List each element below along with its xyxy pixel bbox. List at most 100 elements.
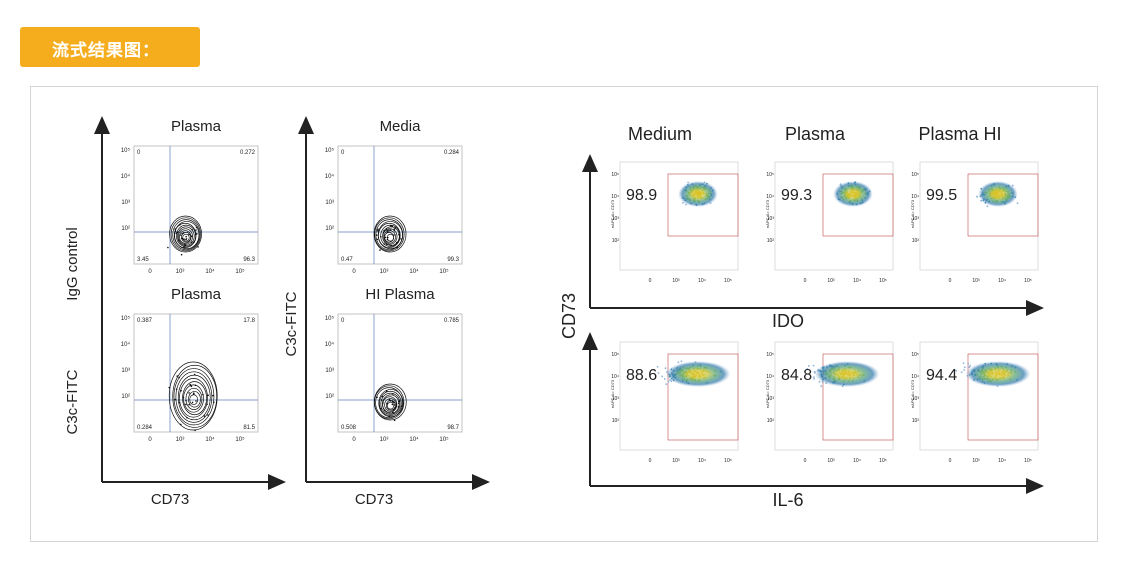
outlier-dot — [393, 229, 396, 232]
outlier-dot — [389, 229, 392, 231]
y-tick-label: 10³ — [121, 200, 130, 206]
contour-ring — [373, 383, 407, 421]
y-tick-label: 10² — [612, 238, 620, 244]
outlier-dot — [386, 229, 389, 232]
panel-y-axis-text: eAPC-A= CD73 — [765, 199, 770, 228]
column-title: Plasma — [785, 124, 846, 144]
density-dot — [960, 371, 963, 374]
density-cloud — [833, 181, 873, 207]
y-tick-label: 10⁵ — [911, 352, 919, 358]
contour-ring — [382, 394, 400, 414]
contour-panel-2: Media 0 0.284 0.47 99.3 10² 10³ 10⁴ 10⁵ 0 10³ 10⁴ 10… — [325, 118, 463, 275]
y-tick-label: 10⁴ — [766, 374, 774, 380]
x-tick-label: 0 — [148, 437, 152, 443]
gate-box — [967, 353, 1039, 441]
density-dot — [986, 205, 989, 208]
y-tick-label: 10⁵ — [766, 352, 774, 358]
contour-ring — [179, 230, 192, 244]
outlier-dot — [195, 229, 197, 231]
density-panel-r2-c2: 84.8 eAPC-A= CD73 10² 10³ 10⁴ 10⁵ 0 10³ 10⁴ 10⁵ — [765, 341, 894, 464]
outlier-dot — [393, 401, 395, 403]
outlier-dot — [191, 401, 194, 404]
x-tick-label: 10⁵ — [1024, 458, 1032, 464]
outlier-dot — [376, 238, 379, 241]
outlier-dot — [206, 403, 208, 406]
outlier-dot — [376, 396, 378, 399]
quadrant-lr-value: 99.3 — [447, 257, 459, 263]
x-tick-label: 10⁵ — [439, 268, 449, 275]
contour-ring — [378, 389, 404, 418]
contour-outlier-dots — [376, 390, 403, 422]
outlier-dot — [181, 232, 183, 235]
outlier-dot — [195, 400, 197, 402]
contour-ring — [380, 392, 401, 415]
density-core — [665, 361, 731, 387]
y-tick-label: 10⁴ — [611, 374, 619, 380]
x-tick-label: 10⁴ — [205, 436, 215, 443]
contour-ring — [175, 371, 213, 423]
quadrant-lr-value: 96.3 — [243, 257, 255, 263]
quadrant-ur-value: 0.785 — [444, 318, 460, 324]
gate-percent-value: 88.6 — [626, 367, 657, 384]
outlier-dot — [388, 415, 391, 418]
column-title: Plasma HI — [918, 124, 1001, 144]
x-axis-label-cd73-1: CD73 — [151, 491, 189, 508]
x-tick-label: 10⁵ — [879, 458, 887, 464]
x-tick-label: 0 — [352, 437, 356, 443]
y-tick-label: 10⁵ — [325, 147, 335, 154]
outlier-dot — [380, 236, 382, 238]
contour-ring — [374, 217, 405, 252]
section-title-badge: 流式结果图： — [20, 27, 200, 67]
outlier-dot — [392, 247, 395, 250]
x-tick-label: 10⁴ — [698, 278, 706, 284]
panel-frame — [619, 341, 739, 451]
outlier-dot — [385, 228, 388, 230]
x-tick-label: 10⁴ — [998, 278, 1006, 284]
x-tick-label: 0 — [649, 278, 652, 284]
x-tick-label: 0 — [949, 458, 952, 464]
density-cloud — [678, 181, 718, 207]
gate-percent-value: 94.4 — [926, 367, 957, 384]
contour-ring — [182, 233, 190, 242]
x-tick-label: 10⁵ — [724, 458, 732, 464]
outlier-dot — [203, 415, 206, 417]
contour-outlier-dots — [167, 224, 199, 256]
x-tick-label: 10⁵ — [724, 278, 732, 284]
outlier-dot — [194, 384, 197, 387]
gate-box — [667, 173, 739, 237]
density-dot — [962, 362, 965, 364]
x-tick-label: 10³ — [672, 458, 680, 464]
outlier-dot — [185, 399, 187, 402]
density-dot — [677, 361, 680, 364]
gate-percent-value: 99.3 — [781, 187, 812, 204]
density-dot — [969, 364, 971, 367]
contour-lines — [169, 215, 202, 253]
quadrant-ul-value: 0 — [137, 150, 141, 156]
y-tick-label: 10⁴ — [121, 173, 131, 180]
x-axis-label-cd73-2: CD73 — [355, 491, 393, 508]
outlier-dot — [202, 393, 204, 396]
outlier-dot — [388, 228, 390, 230]
x-tick-label: 10⁴ — [853, 278, 861, 284]
x-tick-label: 10³ — [380, 269, 389, 275]
y-tick-label: 10² — [912, 238, 920, 244]
x-tick-label: 0 — [352, 269, 356, 275]
quadrant-ur-value: 0.284 — [444, 150, 460, 156]
y-tick-label: 10³ — [121, 368, 130, 374]
x-tick-label: 10³ — [827, 458, 835, 464]
x-tick-label: 10⁵ — [235, 268, 245, 275]
y-tick-label: 10⁵ — [766, 172, 774, 178]
density-panel-r1-c2: 99.3 eAPC-A= CD73 10² 10³ 10⁴ 10⁵ 0 10³ 10⁴ 10⁵ — [765, 161, 894, 284]
x-tick-label: 10⁴ — [409, 436, 419, 443]
outlier-dot — [190, 385, 193, 388]
contour-lines — [168, 361, 218, 431]
outlier-dot — [197, 246, 199, 248]
density-dot — [976, 196, 978, 198]
contour-ring — [182, 381, 207, 416]
contour-ring — [384, 398, 397, 412]
panel-frame — [337, 313, 463, 433]
outlier-dot — [184, 243, 186, 246]
outlier-dot — [400, 238, 402, 240]
contour-ring — [169, 215, 202, 253]
gate-box — [667, 353, 739, 441]
